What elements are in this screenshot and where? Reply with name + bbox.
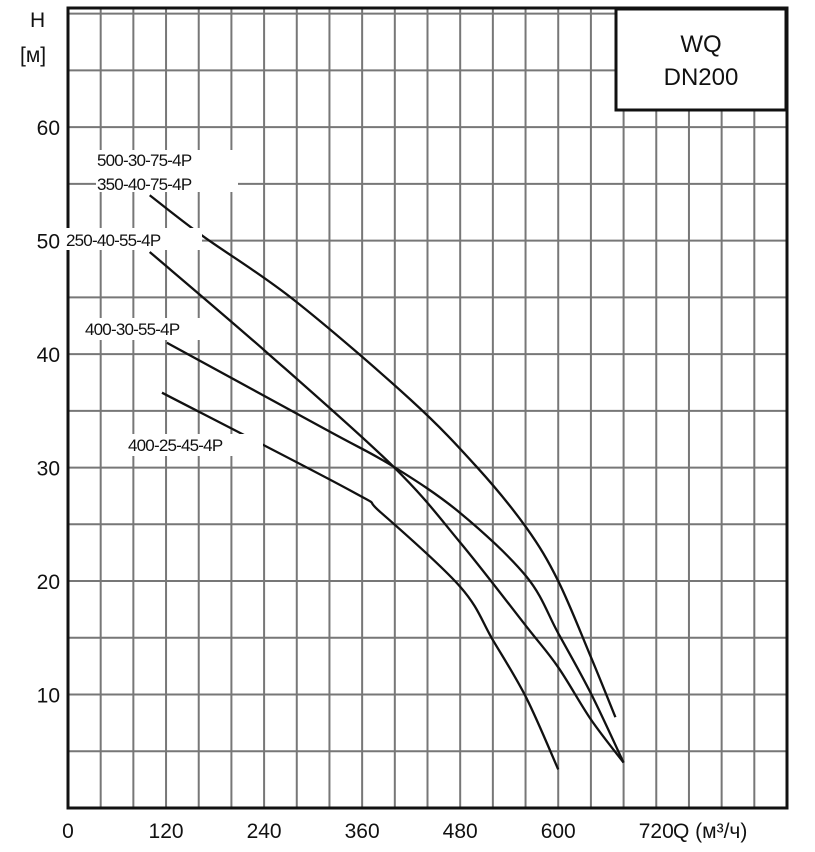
title-line-1: WQ <box>680 31 721 58</box>
x-ticks: 0 120 240 360 480 600 720 <box>62 820 674 843</box>
x-tick-label: 720 <box>639 820 674 843</box>
y-tick-label: 20 <box>37 571 60 594</box>
x-tick-label: 600 <box>541 820 576 843</box>
y-axis-label-h: H <box>30 9 45 32</box>
y-tick-label: 30 <box>37 458 60 481</box>
y-tick-label: 60 <box>37 117 60 140</box>
x-tick-label: 360 <box>345 820 380 843</box>
grid <box>68 8 787 808</box>
title-box: WQ DN200 <box>614 7 788 112</box>
label-400-30-55-4P: 400-30-55-4P <box>85 320 180 339</box>
curves <box>148 194 625 770</box>
y-tick-label: 10 <box>37 685 60 708</box>
y-ticks: 10 20 30 40 50 60 <box>37 117 60 707</box>
curve-series-0 <box>149 194 617 718</box>
label-500-30-75-4P: 500-30-75-4P <box>97 151 192 170</box>
title-line-2: DN200 <box>664 64 739 91</box>
y-tick-label: 50 <box>37 231 60 254</box>
label-350-40-75-4P: 350-40-75-4P <box>97 175 192 194</box>
y-axis-label-unit: [м] <box>20 44 46 67</box>
x-tick-label: 120 <box>149 820 184 843</box>
x-tick-label: 0 <box>62 820 74 843</box>
label-400-25-45-4P: 400-25-45-4P <box>128 436 223 455</box>
curve-series-3 <box>161 391 560 770</box>
plot-frame <box>66 6 789 810</box>
x-axis-label: Q (м³/ч) <box>673 820 747 843</box>
x-tick-label: 480 <box>443 820 478 843</box>
y-tick-label: 40 <box>37 344 60 367</box>
curve-series-2 <box>166 341 625 764</box>
curve-labels: 500-30-75-4P 350-40-75-4P 250-40-55-4P 4… <box>65 150 263 456</box>
label-250-40-55-4P: 250-40-55-4P <box>66 231 161 250</box>
curve-series-1 <box>148 251 625 764</box>
x-tick-label: 240 <box>247 820 282 843</box>
